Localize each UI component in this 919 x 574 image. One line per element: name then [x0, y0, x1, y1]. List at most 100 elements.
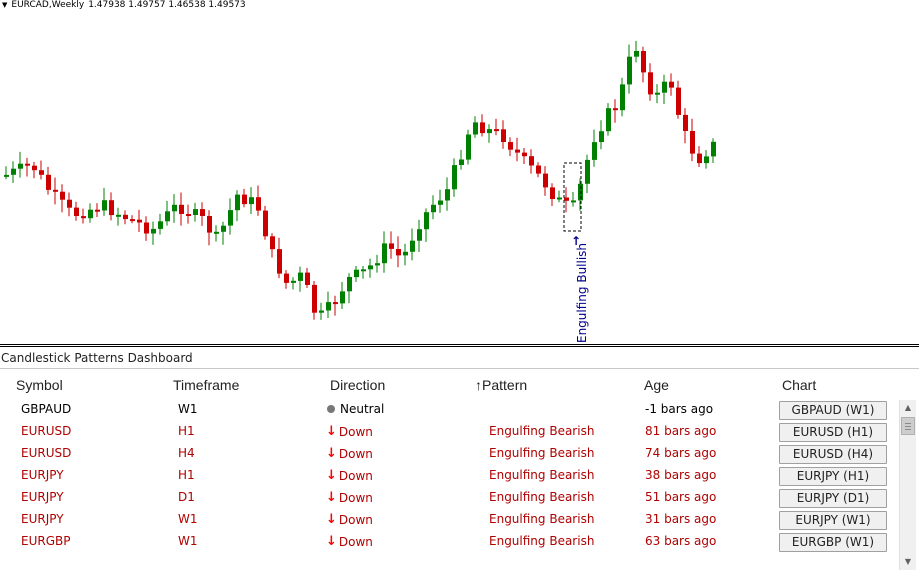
bullish-candle: [431, 204, 436, 213]
bullish-candle: [606, 108, 611, 132]
row-pattern: Engulfing Bearish: [489, 424, 595, 438]
bullish-candle: [11, 168, 16, 175]
row-symbol: EURUSD: [21, 446, 72, 460]
bullish-candle: [473, 122, 478, 135]
bullish-candle: [410, 240, 415, 252]
bullish-candle: [228, 210, 233, 226]
row-direction: ↓ Down: [326, 512, 373, 527]
bullish-candle: [466, 134, 471, 160]
table-row: EURGBP W1 ↓ Down Engulfing Bearish 63 bars ag…: [0, 531, 895, 553]
bullish-candle: [557, 197, 562, 200]
row-pattern: Engulfing Bearish: [489, 534, 595, 548]
column-header-direction[interactable]: Direction: [330, 377, 386, 393]
row-direction: ↓ Down: [326, 468, 373, 483]
column-header-symbol[interactable]: Symbol: [16, 377, 63, 393]
arrow-down-icon: ↓: [326, 512, 337, 527]
arrow-down-icon: ↓: [326, 424, 337, 439]
row-timeframe: H4: [178, 446, 195, 460]
bearish-candle: [480, 122, 485, 134]
open-chart-button[interactable]: EURJPY (W1): [779, 511, 887, 530]
row-age: 51 bars ago: [645, 490, 717, 504]
bearish-candle: [529, 156, 534, 166]
row-direction: ↓ Down: [326, 534, 373, 549]
bearish-candle: [648, 72, 653, 95]
dashboard-title: Candlestick Patterns Dashboard: [0, 349, 919, 369]
bearish-candle: [270, 236, 275, 250]
column-header-timeframe[interactable]: Timeframe: [173, 377, 240, 393]
arrow-down-icon: ↓: [326, 490, 337, 505]
bullish-candle: [158, 221, 163, 229]
bearish-candle: [508, 142, 513, 150]
bullish-candle: [403, 251, 408, 256]
bullish-candle: [340, 291, 345, 304]
table-row: EURUSD H1 ↓ Down Engulfing Bearish 81 bars ag…: [0, 421, 895, 443]
bullish-candle: [347, 277, 352, 292]
row-symbol: EURJPY: [21, 512, 64, 526]
bearish-candle: [550, 187, 555, 199]
bullish-candle: [319, 310, 324, 313]
row-timeframe: W1: [178, 534, 198, 548]
bearish-candle: [32, 165, 37, 171]
row-symbol: EURJPY: [21, 490, 64, 504]
panel-divider: [0, 346, 919, 347]
bearish-candle: [690, 131, 695, 154]
bearish-candle: [536, 165, 541, 174]
bearish-candle: [130, 219, 135, 222]
row-symbol: EURJPY: [21, 468, 64, 482]
bullish-candle: [326, 302, 331, 311]
bullish-candle: [599, 131, 604, 142]
bearish-candle: [46, 174, 51, 190]
row-timeframe: H1: [178, 424, 195, 438]
scroll-down-arrow-icon[interactable]: ▼: [904, 557, 912, 566]
open-chart-button[interactable]: GBPAUD (W1): [779, 401, 887, 420]
row-timeframe: H1: [178, 468, 195, 482]
row-direction: ↓ Down: [326, 490, 373, 505]
row-direction: Neutral: [326, 402, 384, 416]
bullish-candle: [627, 56, 632, 85]
row-timeframe: W1: [178, 512, 198, 526]
bearish-candle: [109, 200, 114, 216]
bearish-candle: [39, 170, 44, 175]
bullish-candle: [459, 159, 464, 165]
bearish-candle: [207, 216, 212, 233]
open-chart-button[interactable]: EURUSD (H1): [779, 423, 887, 442]
price-chart[interactable]: ↑ Engulfing Bullish ▼ EURCAD,Weekly 1.479…: [0, 0, 919, 344]
chart-ohlc-values: 1.47938 1.49757 1.46538 1.49573: [88, 0, 246, 10]
row-direction-label: Down: [338, 490, 373, 505]
column-header-chart[interactable]: Chart: [782, 377, 817, 393]
row-age: 38 bars ago: [645, 468, 717, 482]
open-chart-button[interactable]: EURGBP (W1): [779, 533, 887, 552]
scroll-up-arrow-icon[interactable]: ▲: [904, 403, 912, 412]
bullish-candle: [221, 225, 226, 232]
pattern-highlight-box: [563, 162, 582, 232]
bullish-candle: [452, 165, 457, 190]
open-chart-button[interactable]: EURJPY (D1): [779, 489, 887, 508]
open-chart-button[interactable]: EURUSD (H4): [779, 445, 887, 464]
table-row: GBPAUD W1 Neutral -1 bars ago GBPAUD (W1): [0, 399, 895, 421]
bearish-candle: [53, 189, 58, 192]
bullish-candle: [361, 269, 366, 272]
bearish-candle: [515, 149, 520, 153]
row-direction-label: Down: [338, 534, 373, 549]
chart-menu-triangle-icon[interactable]: ▼: [2, 1, 8, 9]
open-chart-button[interactable]: EURJPY (H1): [779, 467, 887, 486]
bearish-candle: [284, 273, 289, 283]
column-header-age[interactable]: Age: [644, 377, 669, 393]
row-direction-label: Down: [338, 424, 373, 439]
bearish-candle: [263, 210, 268, 237]
row-symbol: GBPAUD: [21, 402, 72, 416]
bearish-candle: [25, 163, 30, 166]
bullish-candle: [102, 200, 107, 211]
bullish-candle: [214, 231, 219, 234]
row-pattern: Engulfing Bearish: [489, 512, 595, 526]
row-age: 31 bars ago: [645, 512, 717, 526]
bearish-candle: [697, 153, 702, 164]
bullish-candle: [487, 129, 492, 134]
table-scrollbar[interactable]: ▲ ▼: [899, 400, 916, 570]
row-age: 81 bars ago: [645, 424, 717, 438]
column-header-pattern[interactable]: ↑Pattern: [475, 377, 527, 393]
bullish-candle: [116, 214, 121, 217]
bearish-candle: [277, 249, 282, 274]
scrollbar-thumb[interactable]: [901, 417, 915, 435]
bearish-candle: [683, 114, 688, 131]
